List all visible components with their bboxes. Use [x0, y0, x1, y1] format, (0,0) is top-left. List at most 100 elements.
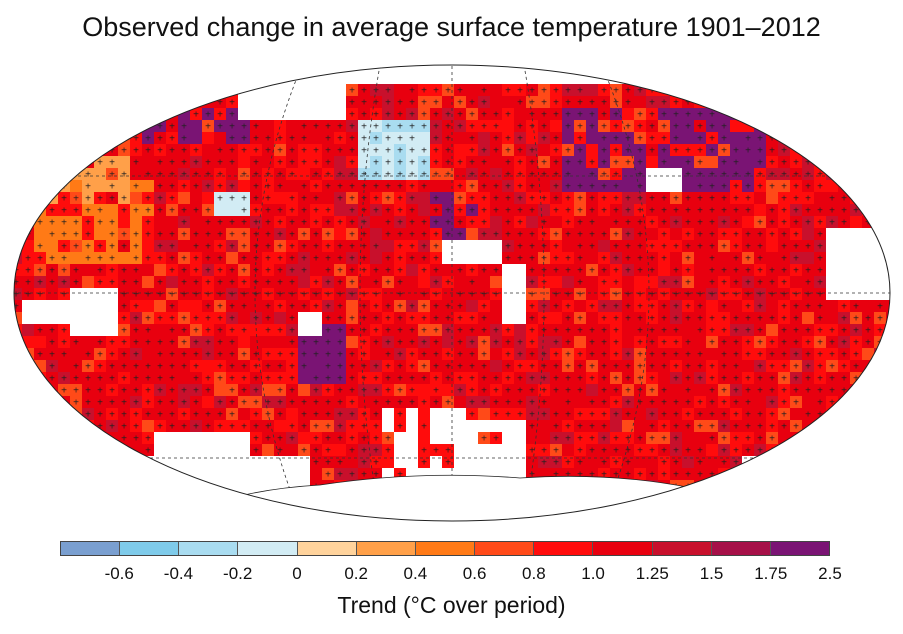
significance-plus-icon: + — [553, 266, 559, 277]
colorbar-swatch — [179, 542, 239, 555]
significance-plus-icon: + — [493, 374, 499, 385]
grid-cell — [394, 96, 406, 108]
grid-cell — [22, 360, 34, 372]
significance-plus-icon: + — [157, 422, 163, 433]
significance-plus-icon: + — [121, 422, 127, 433]
significance-plus-icon: + — [733, 206, 739, 217]
grid-cell — [34, 384, 46, 396]
significance-plus-icon: + — [517, 254, 523, 265]
significance-plus-icon: + — [349, 350, 355, 361]
grid-cell — [382, 96, 394, 108]
significance-plus-icon: + — [805, 302, 811, 313]
significance-plus-icon: + — [433, 326, 439, 337]
significance-plus-icon: + — [661, 290, 667, 301]
grid-cell — [430, 168, 442, 180]
grid-cell — [14, 204, 22, 216]
significance-plus-icon: + — [37, 434, 43, 445]
grid-cell — [682, 528, 694, 530]
significance-plus-icon: + — [685, 122, 691, 133]
grid-cell — [382, 168, 394, 180]
significance-plus-icon: + — [25, 98, 31, 109]
significance-plus-icon: + — [145, 374, 151, 385]
significance-plus-icon: + — [61, 194, 67, 205]
significance-plus-icon: + — [205, 230, 211, 241]
grid-cell — [22, 384, 34, 396]
grid-cell — [178, 300, 190, 312]
significance-plus-icon: + — [109, 218, 115, 229]
significance-plus-icon: + — [589, 398, 595, 409]
grid-cell — [790, 444, 802, 456]
grid-cell — [514, 120, 526, 132]
significance-plus-icon: + — [877, 218, 883, 229]
grid-cell — [22, 156, 34, 168]
grid-cell — [142, 240, 154, 252]
grid-cell — [622, 96, 634, 108]
significance-plus-icon: + — [553, 422, 559, 433]
significance-plus-icon: + — [373, 338, 379, 349]
significance-plus-icon: + — [877, 182, 883, 193]
significance-plus-icon: + — [685, 86, 691, 97]
significance-plus-icon: + — [709, 398, 715, 409]
significance-plus-icon: + — [805, 434, 811, 445]
significance-plus-icon: + — [481, 194, 487, 205]
significance-plus-icon: + — [889, 434, 895, 445]
significance-plus-icon: + — [481, 170, 487, 181]
significance-plus-icon: + — [385, 230, 391, 241]
significance-plus-icon: + — [457, 98, 463, 109]
significance-plus-icon: + — [157, 146, 163, 157]
significance-plus-icon: + — [781, 446, 787, 457]
significance-plus-icon: + — [613, 218, 619, 229]
grid-cell — [178, 96, 190, 108]
significance-plus-icon: + — [229, 98, 235, 109]
grid-cell — [334, 168, 346, 180]
significance-plus-icon: + — [589, 302, 595, 313]
colorbar-label: Trend (°C over period) — [337, 592, 566, 618]
significance-plus-icon: + — [61, 374, 67, 385]
grid-cell — [562, 120, 574, 132]
significance-plus-icon: + — [697, 398, 703, 409]
significance-plus-icon: + — [781, 422, 787, 433]
significance-plus-icon: + — [157, 362, 163, 373]
significance-plus-icon: + — [325, 434, 331, 445]
significance-plus-icon: + — [109, 410, 115, 421]
significance-plus-icon: + — [181, 122, 187, 133]
grid-cell — [406, 288, 418, 300]
significance-plus-icon: + — [373, 266, 379, 277]
grid-cell — [430, 120, 442, 132]
significance-plus-icon: + — [517, 194, 523, 205]
significance-plus-icon: + — [877, 134, 883, 145]
grid-cell — [682, 168, 694, 180]
significance-plus-icon: + — [685, 494, 691, 505]
significance-plus-icon: + — [721, 278, 727, 289]
significance-plus-icon: + — [565, 302, 571, 313]
significance-plus-icon: + — [721, 422, 727, 433]
significance-plus-icon: + — [853, 98, 859, 109]
significance-plus-icon: + — [325, 242, 331, 253]
grid-cell — [646, 228, 658, 240]
significance-plus-icon: + — [757, 434, 763, 445]
grid-cell — [358, 84, 370, 96]
significance-plus-icon: + — [397, 266, 403, 277]
significance-plus-icon: + — [793, 170, 799, 181]
significance-plus-icon: + — [421, 122, 427, 133]
significance-plus-icon: + — [805, 182, 811, 193]
grid-cell — [562, 444, 574, 456]
significance-plus-icon: + — [769, 434, 775, 445]
significance-plus-icon: + — [397, 170, 403, 181]
grid-cell — [118, 252, 130, 264]
grid-cell — [550, 96, 562, 108]
grid-cell — [130, 192, 142, 204]
significance-plus-icon: + — [745, 266, 751, 277]
significance-plus-icon: + — [421, 422, 427, 433]
significance-plus-icon: + — [793, 302, 799, 313]
grid-cell — [778, 96, 790, 108]
grid-cell — [826, 312, 838, 324]
grid-cell — [142, 168, 154, 180]
significance-plus-icon: + — [457, 266, 463, 277]
significance-plus-icon: + — [373, 182, 379, 193]
grid-cell — [718, 504, 730, 516]
significance-plus-icon: + — [601, 398, 607, 409]
significance-plus-icon: + — [49, 218, 55, 229]
significance-plus-icon: + — [409, 386, 415, 397]
grid-cell — [886, 444, 890, 456]
